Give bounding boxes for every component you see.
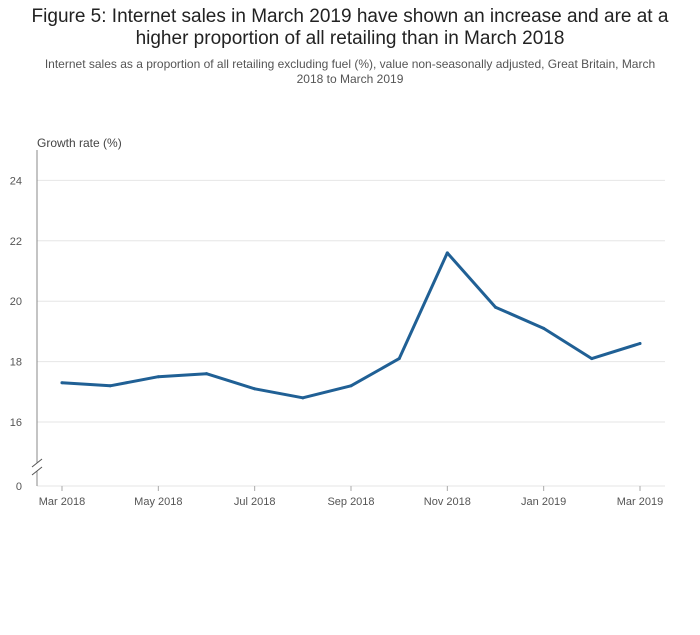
data-point bbox=[156, 375, 160, 379]
y-tick-labels: 16 18 20 22 24 0 bbox=[10, 175, 22, 493]
data-point bbox=[397, 357, 401, 361]
y-axis-label: Growth rate (%) bbox=[37, 136, 122, 150]
x-tick-label: Jul 2018 bbox=[234, 496, 276, 508]
y-tick-label: 24 bbox=[10, 175, 22, 187]
y-tick-label: 0 bbox=[16, 481, 22, 493]
x-tick-label: May 2018 bbox=[134, 496, 182, 508]
x-tick-label: Mar 2019 bbox=[617, 496, 663, 508]
axis-break-mark bbox=[31, 466, 43, 476]
axis-break-mark bbox=[31, 458, 43, 468]
data-point bbox=[590, 357, 594, 361]
y-tick-label: 22 bbox=[10, 236, 22, 248]
series-lines bbox=[60, 251, 642, 400]
data-point bbox=[638, 341, 642, 345]
data-point bbox=[445, 251, 449, 255]
data-point bbox=[60, 381, 64, 385]
x-tick-label: Jan 2019 bbox=[521, 496, 566, 508]
gridlines bbox=[37, 179, 665, 487]
x-tick-label: Sep 2018 bbox=[327, 496, 374, 508]
y-tick-label: 16 bbox=[10, 417, 22, 429]
x-tick-label: Mar 2018 bbox=[39, 496, 85, 508]
y-tick-label: 20 bbox=[10, 296, 22, 308]
data-point bbox=[542, 326, 546, 330]
data-point bbox=[349, 384, 353, 388]
data-point bbox=[494, 305, 497, 309]
axes bbox=[31, 150, 43, 486]
chart-subtitle: Internet sales as a proportion of all re… bbox=[44, 57, 656, 86]
data-point bbox=[301, 396, 305, 400]
data-point bbox=[205, 372, 208, 376]
y-tick-label: 18 bbox=[10, 357, 22, 369]
chart-title: Figure 5: Internet sales in March 2019 h… bbox=[31, 6, 669, 49]
series-line bbox=[60, 251, 642, 400]
x-tick-labels: Mar 2018 May 2018 Jul 2018 Sep 2018 Nov 2018… bbox=[39, 486, 663, 508]
data-point bbox=[253, 387, 257, 391]
x-tick-label: Nov 2018 bbox=[424, 496, 471, 508]
data-point bbox=[108, 384, 112, 388]
